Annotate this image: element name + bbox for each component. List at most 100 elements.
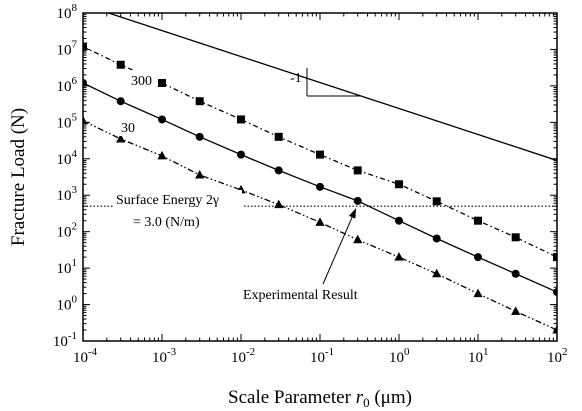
square-marker xyxy=(274,132,283,141)
y-tick-label: 101 xyxy=(57,257,78,277)
x-tick-label: 10-4 xyxy=(73,346,98,366)
y-tick-label: 106 xyxy=(57,75,78,95)
y-axis-label: Fracture Load (N) xyxy=(8,108,29,246)
y-tick-label: 102 xyxy=(57,221,78,241)
circle-marker xyxy=(274,166,283,175)
y-tick-label: 104 xyxy=(57,148,78,168)
y-tick-label-base: 10 xyxy=(53,334,68,350)
circle-marker xyxy=(353,196,362,205)
x-tick-label-base: 10 xyxy=(547,350,562,366)
y-tick-label-base: 10 xyxy=(57,261,72,277)
y-tick-label-exponent: 0 xyxy=(72,294,78,306)
y-tick-label-exponent: 8 xyxy=(72,2,78,14)
square-marker xyxy=(195,97,204,106)
experimental-arrowhead xyxy=(348,208,357,219)
y-tick-label-exponent: 4 xyxy=(72,148,78,160)
y-tick-label-base: 10 xyxy=(57,188,72,204)
circle-marker xyxy=(83,79,87,88)
y-tick-label-base: 10 xyxy=(57,115,72,131)
x-tick-label-base: 10 xyxy=(468,350,483,366)
series-line-4 xyxy=(106,13,557,162)
series-label-30: 30 xyxy=(121,121,135,136)
y-tick-label-base: 10 xyxy=(57,152,72,168)
y-tick-label-exponent: 1 xyxy=(72,257,78,269)
triangle-marker xyxy=(473,288,483,298)
surface-energy-label: Surface Energy 2γ xyxy=(116,193,219,208)
x-tick-label-exponent: -4 xyxy=(88,346,98,358)
triangle-marker xyxy=(394,252,404,261)
y-tick-label: 108 xyxy=(57,2,78,22)
square-marker xyxy=(474,216,482,225)
experimental-result-label: Experimental Result xyxy=(243,288,358,303)
x-tick-label-base: 10 xyxy=(73,350,88,366)
x-tick-label-base: 10 xyxy=(310,350,325,366)
circle-marker xyxy=(158,115,166,124)
tick-marks xyxy=(82,12,558,342)
x-tick-label-exponent: -1 xyxy=(325,346,334,358)
y-tick-label: 107 xyxy=(57,38,78,58)
triangle-marker xyxy=(274,199,284,209)
slope-label: -1 xyxy=(290,71,302,86)
y-tick-label-exponent: 5 xyxy=(72,111,78,123)
triangle-marker xyxy=(157,150,167,160)
y-tick-label-base: 10 xyxy=(57,6,72,22)
triangle-marker xyxy=(552,325,557,334)
triangle-marker xyxy=(511,306,521,315)
series-markers xyxy=(83,42,557,334)
circle-marker xyxy=(511,269,520,278)
x-tick-label-exponent: 1 xyxy=(483,346,489,358)
x-tick-label-exponent: -3 xyxy=(167,346,177,358)
x-tick-label-exponent: 0 xyxy=(404,346,410,358)
square-marker xyxy=(158,79,166,88)
y-tick-label-base: 10 xyxy=(57,79,72,95)
square-marker xyxy=(511,233,520,242)
y-tick-label: 105 xyxy=(57,111,78,131)
x-tick-label-base: 10 xyxy=(152,350,167,366)
y-tick-label-exponent: 2 xyxy=(72,221,78,233)
x-tick-label: 10-2 xyxy=(231,346,255,366)
x-tick-label: 101 xyxy=(468,346,489,366)
x-tick-label-exponent: -2 xyxy=(246,346,255,358)
experimental-arrow xyxy=(322,215,354,285)
square-marker xyxy=(553,253,557,262)
square-marker xyxy=(432,197,441,206)
series-lines xyxy=(83,13,557,331)
y-tick-label-exponent: 6 xyxy=(72,75,78,87)
square-marker xyxy=(353,166,362,175)
y-tick-label-base: 10 xyxy=(57,225,72,241)
y-tick-label: 100 xyxy=(57,294,78,314)
x-tick-label: 102 xyxy=(547,346,568,366)
y-tick-label: 103 xyxy=(57,184,78,204)
circle-marker xyxy=(432,234,441,243)
x-tick-label: 10-1 xyxy=(310,346,334,366)
series-label-300: 300 xyxy=(131,74,152,89)
triangle-marker xyxy=(315,217,325,226)
x-tick-label-exponent: 2 xyxy=(562,346,568,358)
y-tick-label-base: 10 xyxy=(57,298,72,314)
triangle-marker xyxy=(116,133,126,143)
x-axis-label: Scale Parameter r0 (μm) xyxy=(228,387,412,410)
square-marker xyxy=(116,60,125,69)
x-tick-label: 100 xyxy=(389,346,410,366)
triangle-marker xyxy=(353,234,363,244)
y-tick-label-exponent: 3 xyxy=(72,184,78,196)
circle-marker xyxy=(474,253,482,262)
circle-marker xyxy=(237,150,245,159)
slope-indicator: -1 xyxy=(290,68,360,97)
circle-marker xyxy=(316,182,324,191)
x-tick-label-base: 10 xyxy=(389,350,404,366)
x-tick-label: 10-3 xyxy=(152,346,177,366)
square-marker xyxy=(395,180,403,189)
x-tick-label-base: 10 xyxy=(231,350,246,366)
triangle-marker xyxy=(83,115,88,125)
triangle-marker xyxy=(195,169,205,179)
y-tick-label-exponent: -1 xyxy=(68,330,77,342)
y-tick-label-base: 10 xyxy=(57,42,72,58)
x-tick-labels: 10-4 10-3 10-2 10-1 100 101 102 xyxy=(73,346,568,366)
y-tick-label-exponent: 7 xyxy=(72,38,78,50)
square-marker xyxy=(316,150,324,159)
square-marker xyxy=(237,115,245,124)
circle-marker xyxy=(553,288,557,297)
